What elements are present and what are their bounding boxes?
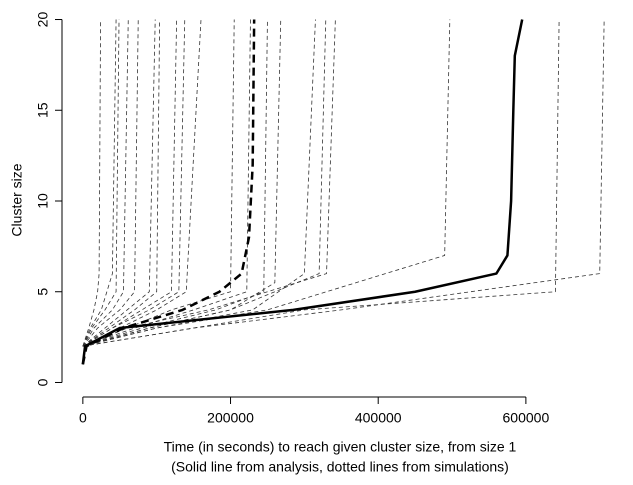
y-tick-label: 10 [35,193,51,209]
series-line [82,19,129,347]
y-axis-label: Cluster size [9,163,25,236]
x-tick-label: 200000 [207,410,254,426]
x-tick-label: 0 [79,410,87,426]
series-line [82,19,327,347]
series-line [82,19,451,347]
caption: (Solid line from analysis, dotted lines … [171,459,509,475]
series-line [82,19,316,347]
x-tick-label: 400000 [355,410,402,426]
series-line [82,19,161,347]
y-tick-label: 5 [35,288,51,296]
y-tick-label: 15 [35,102,51,118]
x-axis-label: Time (in seconds) to reach given cluster… [164,439,517,455]
series-line [81,19,524,365]
series-line [82,19,268,347]
series-line [82,19,235,347]
series-line [82,19,139,347]
series-line [82,19,156,347]
series-line [82,19,120,347]
series-line [82,19,336,347]
series-line [82,19,560,347]
series-line [82,19,605,347]
series-line [81,19,256,365]
y-tick-label: 0 [35,378,51,386]
y-tick-label: 20 [35,12,51,28]
series-line [82,19,251,347]
series-line [82,19,101,347]
series-line [82,19,202,347]
x-tick-label: 600000 [503,410,550,426]
series-line [82,19,117,347]
series-line [82,19,186,347]
